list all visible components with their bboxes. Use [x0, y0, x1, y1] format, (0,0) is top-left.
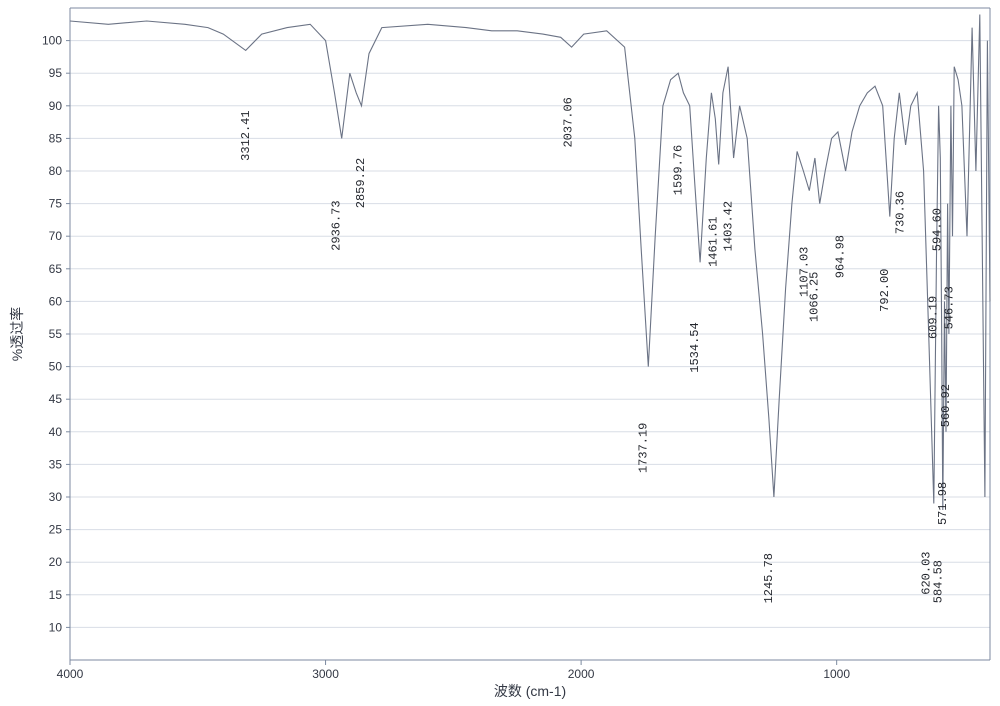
peak-label: 1403.42 — [721, 201, 735, 251]
y-tick-label: 35 — [49, 457, 63, 471]
x-tick-label: 3000 — [312, 667, 339, 681]
peak-label: 609.19 — [927, 296, 941, 339]
peak-label: 730.36 — [894, 191, 908, 234]
peak-label: 2859.22 — [354, 158, 368, 208]
axes — [66, 8, 990, 665]
x-tick-label: 2000 — [568, 667, 595, 681]
peak-label: 1461.61 — [707, 217, 721, 267]
y-tick-label: 60 — [49, 294, 63, 308]
spectrum-line — [70, 15, 990, 511]
peak-label: 571.98 — [936, 482, 950, 525]
y-tick-label: 30 — [49, 490, 63, 504]
y-tick-label: 75 — [49, 197, 63, 211]
peak-label: 1245.78 — [762, 553, 776, 603]
y-tick-label: 85 — [49, 131, 63, 145]
y-axis-title: %透过率 — [9, 307, 25, 361]
peak-label: 560.92 — [939, 384, 953, 427]
y-tick-label: 45 — [49, 392, 63, 406]
y-tick-label: 40 — [49, 425, 63, 439]
peak-label: 1534.54 — [688, 322, 702, 372]
x-axis-title: 波数 (cm-1) — [494, 683, 566, 699]
grid — [70, 41, 990, 628]
y-tick-label: 20 — [49, 555, 63, 569]
y-tick-label: 70 — [49, 229, 63, 243]
peak-label: 546.73 — [943, 286, 957, 329]
y-tick-label: 80 — [49, 164, 63, 178]
peak-label: 584.58 — [931, 560, 945, 603]
x-tick-label: 4000 — [57, 667, 84, 681]
ir-spectrum-chart: 3312.41 2936.73 2859.22 2037.06 1737.19 1599.… — [0, 0, 1000, 706]
peak-labels: 3312.41 2936.73 2859.22 2037.06 1737.19 1599.… — [239, 97, 957, 603]
peak-label: 3312.41 — [239, 110, 253, 160]
peak-label: 2037.06 — [562, 97, 576, 147]
y-tick-label: 15 — [49, 588, 63, 602]
y-tick-label: 90 — [49, 99, 63, 113]
y-tick-label: 95 — [49, 66, 63, 80]
y-tick-label: 100 — [42, 34, 62, 48]
peak-label: 1599.76 — [671, 145, 685, 195]
peak-label: 964.98 — [834, 235, 848, 278]
axis-titles: 波数 (cm-1) %透过率 — [9, 307, 566, 699]
y-tick-label: 50 — [49, 360, 63, 374]
peak-label: 1066.25 — [808, 272, 822, 322]
y-tick-label: 65 — [49, 262, 63, 276]
y-tick-label: 55 — [49, 327, 63, 341]
peak-label: 1737.19 — [637, 423, 651, 473]
y-tick-label: 25 — [49, 523, 63, 537]
spectrum-trace — [70, 15, 990, 511]
peak-label: 2936.73 — [330, 200, 344, 250]
x-tick-label: 1000 — [823, 667, 850, 681]
peak-label: 594.60 — [930, 208, 944, 251]
y-tick-label: 10 — [49, 620, 63, 634]
tick-labels: 10 15 20 25 30 35 40 45 50 55 60 65 70 75 80 85 90 95 100 4… — [42, 34, 850, 681]
peak-label: 792.00 — [878, 269, 892, 312]
